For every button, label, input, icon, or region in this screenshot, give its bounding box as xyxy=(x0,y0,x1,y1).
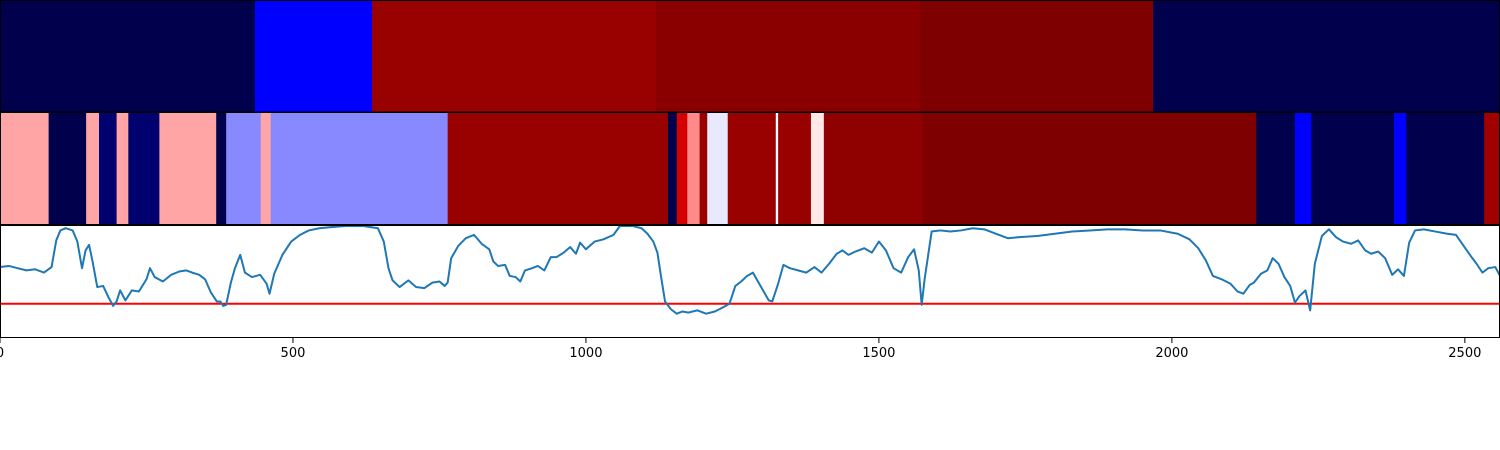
x-tick-label: 1000 xyxy=(569,346,602,361)
top-band-heatmap xyxy=(0,0,1500,112)
line-panel-background xyxy=(0,225,1500,337)
middle-band-segment xyxy=(728,113,776,225)
middle-band-segment xyxy=(700,113,708,225)
middle-band-segment xyxy=(1311,113,1394,225)
middle-band-segment xyxy=(776,113,779,225)
middle-band-segment xyxy=(687,113,700,225)
middle-band-heatmap xyxy=(0,113,1500,225)
middle-band-segment xyxy=(86,113,99,225)
middle-band-segment xyxy=(923,113,1257,225)
x-tick-label: 500 xyxy=(281,346,306,361)
top-band-segment xyxy=(0,0,255,112)
middle-band-segment xyxy=(824,113,923,225)
middle-band-segment xyxy=(677,113,688,225)
middle-band-segment xyxy=(1394,113,1407,225)
middle-band-segment xyxy=(226,113,261,225)
x-tick-label: 2500 xyxy=(1448,346,1481,361)
middle-band-segment xyxy=(707,113,728,225)
middle-band-segment xyxy=(811,113,824,225)
middle-band-segment xyxy=(128,113,159,225)
x-tick-label: 1500 xyxy=(862,346,895,361)
middle-band-segment xyxy=(1406,113,1484,225)
middle-band-segment xyxy=(1256,113,1295,225)
middle-band-segment xyxy=(1295,113,1312,225)
middle-band-segment xyxy=(99,113,117,225)
top-band-segment xyxy=(1153,0,1500,112)
top-band-segment xyxy=(656,0,920,112)
x-axis: 0 500 1000 1500 2000 2500 xyxy=(0,338,1481,361)
middle-band-segment xyxy=(49,113,87,225)
x-tick-label: 0 xyxy=(0,346,4,361)
x-tick-label: 2000 xyxy=(1155,346,1188,361)
top-band-segment xyxy=(920,0,1154,112)
middle-band-segment xyxy=(778,113,811,225)
middle-band-segment xyxy=(117,113,129,225)
middle-band-segment xyxy=(448,113,669,225)
middle-band-segment xyxy=(271,113,448,225)
middle-band-segment xyxy=(216,113,226,225)
line-panel xyxy=(0,225,1500,337)
middle-band-segment xyxy=(261,113,271,225)
middle-band-segment xyxy=(668,113,677,225)
top-band-segment xyxy=(372,0,657,112)
middle-band-segment xyxy=(1484,113,1500,225)
middle-band-segment xyxy=(159,113,216,225)
middle-band-segment xyxy=(0,113,49,225)
top-band-segment xyxy=(255,0,373,112)
